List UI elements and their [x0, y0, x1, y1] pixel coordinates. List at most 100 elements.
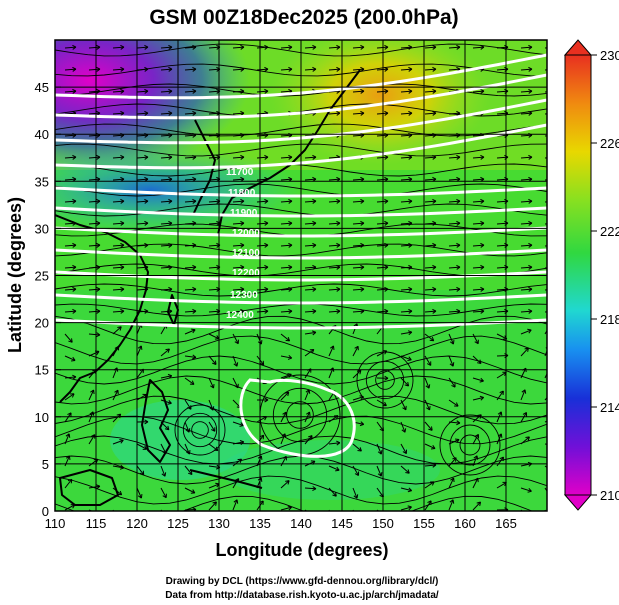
wind-vector	[400, 68, 413, 71]
wind-vector	[304, 389, 310, 401]
wind-vector	[184, 399, 192, 410]
wind-vector-head	[432, 44, 437, 50]
wind-vector-head	[432, 110, 437, 116]
wind-vector	[64, 200, 77, 203]
wind-vector	[88, 156, 101, 159]
wind-vector	[304, 46, 317, 49]
wind-vector	[208, 244, 221, 247]
wind-vector-head	[96, 332, 101, 338]
wind-vector	[376, 487, 384, 498]
wind-vector-head	[212, 501, 217, 506]
wind-vector	[256, 112, 269, 115]
y-tick-label: 30	[35, 221, 49, 236]
wind-vector-head	[552, 287, 556, 291]
wind-vector-head	[287, 373, 292, 378]
wind-vector	[280, 68, 293, 71]
wind-vector	[64, 266, 77, 269]
wind-vector	[136, 394, 147, 401]
wind-vector	[64, 393, 75, 401]
wind-vector-head	[384, 264, 389, 270]
wind-vector	[424, 333, 435, 342]
wind-vector	[160, 288, 173, 291]
wind-vector-head	[240, 264, 245, 270]
wind-vector-head	[335, 466, 340, 472]
wind-vector-head	[96, 44, 101, 50]
colorbar: 210 214 218 222 226 230	[563, 39, 619, 511]
wind-vector-head	[456, 286, 461, 292]
wind-vector	[256, 90, 269, 93]
wind-vector	[400, 355, 412, 361]
wind-vector	[64, 412, 72, 423]
wind-vector-head	[239, 422, 244, 427]
wind-vector	[448, 46, 461, 49]
wind-vector-head	[336, 242, 341, 248]
wind-vector	[520, 389, 526, 401]
x-tick-label: 115	[86, 516, 107, 531]
wind-vector	[184, 421, 190, 433]
wind-vector	[328, 178, 341, 181]
wind-vector	[112, 266, 125, 269]
wind-vector	[424, 46, 437, 49]
wind-vector	[520, 46, 533, 49]
wind-vector-head	[384, 88, 389, 94]
wind-vector	[184, 156, 197, 159]
wind-vector-head	[528, 220, 533, 226]
wind-vector	[232, 112, 245, 115]
wind-vector-head	[161, 472, 167, 477]
wind-vector-head	[384, 154, 389, 160]
wind-vector-head	[312, 44, 317, 50]
wind-vector-head	[165, 348, 170, 353]
wind-vector	[304, 349, 315, 357]
wind-vector	[304, 266, 317, 269]
coastline-philippines	[141, 379, 171, 463]
wind-vector-head	[456, 308, 461, 314]
wind-vector-head	[528, 198, 533, 204]
wind-vector	[304, 288, 317, 291]
wind-vector-head	[499, 390, 504, 396]
wind-vector	[208, 112, 221, 115]
wind-vector	[184, 355, 196, 358]
wind-vector-head	[451, 383, 456, 388]
wind-vector-head	[480, 264, 485, 270]
wind-vector	[472, 156, 485, 159]
wind-vector	[208, 333, 220, 340]
wind-vector-head	[360, 66, 365, 72]
wind-vector-head	[408, 242, 413, 248]
wind-vector	[472, 266, 485, 269]
wind-vector	[232, 46, 245, 49]
wind-vector-head	[96, 66, 101, 72]
wind-vector	[400, 310, 413, 313]
wind-vector-head	[332, 492, 337, 497]
wind-vector-head	[305, 389, 311, 394]
wind-vector	[64, 433, 70, 445]
wind-vector	[472, 90, 485, 93]
wind-vector	[88, 178, 101, 181]
wind-vector	[424, 443, 436, 449]
wind-vector-head	[384, 375, 389, 381]
wind-vector-head	[432, 264, 437, 270]
wind-vector-head	[119, 438, 124, 444]
wind-vector	[496, 433, 502, 445]
wind-vector	[232, 244, 245, 247]
wind-vector-head	[359, 395, 364, 400]
wind-vector	[472, 178, 485, 181]
wind-vector	[400, 222, 413, 225]
wind-vector	[424, 481, 435, 489]
wind-vector	[88, 485, 100, 489]
wind-vector	[256, 200, 269, 203]
wind-vector	[520, 222, 533, 225]
wind-vector	[472, 222, 485, 225]
wind-vector	[352, 487, 358, 499]
wind-vector-head	[190, 489, 196, 494]
contour-label: 11700	[226, 167, 254, 178]
wind-vector	[88, 68, 101, 71]
wind-vector	[280, 480, 290, 489]
wind-vector-head	[168, 264, 173, 270]
streamline-eddy	[365, 360, 405, 400]
wind-vector-head	[72, 286, 77, 292]
y-tick-label: 45	[35, 80, 49, 95]
wind-vector	[64, 156, 77, 159]
wind-vector	[232, 421, 244, 427]
wind-vector	[520, 112, 533, 115]
wind-vector-head	[168, 242, 173, 248]
